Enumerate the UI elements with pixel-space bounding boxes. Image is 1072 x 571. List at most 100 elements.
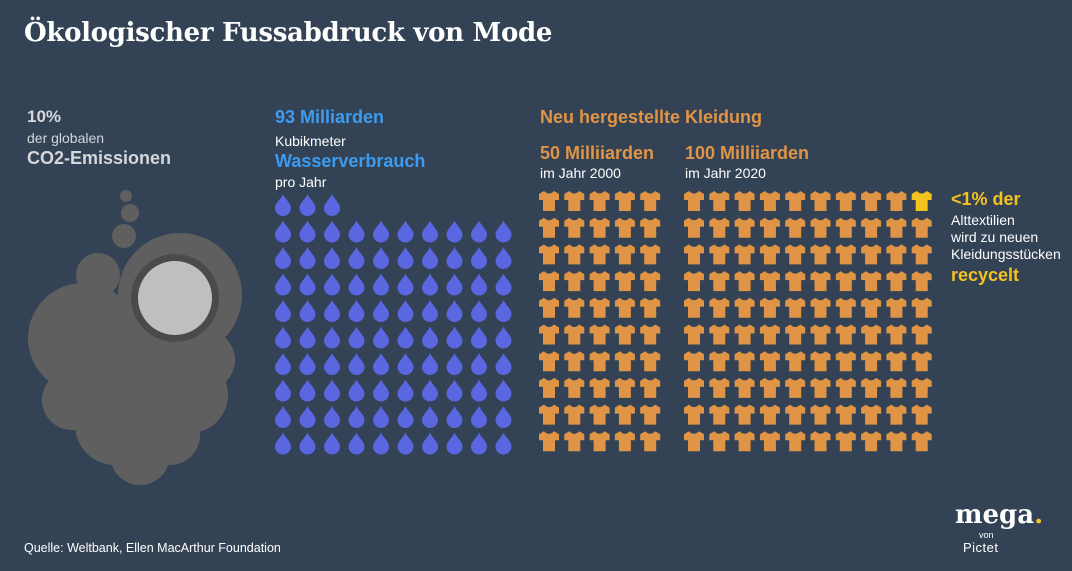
water-drop-icon xyxy=(348,326,365,349)
logo-brand: Pictet xyxy=(963,540,999,555)
water-drop-icon xyxy=(275,300,291,322)
water-drop-icon xyxy=(422,300,438,322)
t-shirt-icon xyxy=(564,351,585,372)
water-drop-icon xyxy=(324,300,340,322)
water-drop-icon xyxy=(373,406,389,428)
water-drop-icon xyxy=(397,300,414,322)
t-shirt-icon xyxy=(564,271,585,292)
t-shirt-icon xyxy=(614,191,635,211)
t-shirt-icon xyxy=(759,324,780,345)
t-shirt-icon xyxy=(684,431,704,452)
water-drop-icon xyxy=(299,220,316,243)
water-drop-icon xyxy=(495,247,512,269)
t-shirt-icon xyxy=(684,191,704,211)
water-drop-icon xyxy=(373,326,389,349)
water-drop-icon xyxy=(324,353,340,375)
t-shirt-icon xyxy=(911,431,932,452)
t-shirt-icon xyxy=(810,297,831,318)
clothing-2000-label: im Jahr 2000 xyxy=(540,165,621,181)
t-shirt-icon xyxy=(539,297,559,318)
t-shirt-icon xyxy=(734,351,755,372)
water-drop-icon xyxy=(446,406,463,428)
water-drop-icon xyxy=(348,353,365,375)
water-label: Wasserverbrauch xyxy=(275,151,426,171)
t-shirt-icon xyxy=(886,404,907,425)
water-drop-icon xyxy=(348,300,365,322)
t-shirt-icon xyxy=(810,377,831,398)
t-shirt-icon xyxy=(759,217,780,238)
water-drop-icon xyxy=(299,326,316,349)
water-drop-icon xyxy=(397,432,414,455)
t-shirt-icon xyxy=(886,431,907,452)
t-shirt-icon xyxy=(759,351,780,372)
t-shirt-icon xyxy=(759,431,780,452)
t-shirt-icon xyxy=(734,217,755,238)
water-drop-icon xyxy=(471,220,487,243)
water-drop-icon xyxy=(348,406,365,428)
t-shirt-icon xyxy=(835,431,856,452)
water-drop-icon xyxy=(275,194,291,216)
t-shirt-icon xyxy=(810,244,831,265)
t-shirt-icon xyxy=(734,377,755,398)
t-shirt-icon xyxy=(785,324,806,345)
t-shirt-icon xyxy=(684,244,704,265)
t-shirt-icon xyxy=(734,324,755,345)
t-shirt-icon xyxy=(539,377,559,398)
water-drop-icon xyxy=(373,220,389,243)
logo-dot: . xyxy=(1034,500,1044,530)
t-shirt-icon xyxy=(614,271,635,292)
t-shirt-icon xyxy=(589,431,610,452)
water-drop-icon xyxy=(471,406,487,428)
water-drop-icon xyxy=(471,353,487,375)
recycling-word: recycelt xyxy=(951,265,1020,285)
water-drop-icon xyxy=(422,353,438,375)
water-drop-icon xyxy=(275,220,291,243)
water-drop-icon xyxy=(275,273,291,296)
t-shirt-icon xyxy=(564,191,585,211)
t-shirt-icon xyxy=(861,217,882,238)
t-shirt-icon xyxy=(709,324,730,345)
t-shirt-icon xyxy=(589,324,610,345)
t-shirt-icon xyxy=(539,431,559,452)
t-shirt-icon xyxy=(589,217,610,238)
co2-subtitle: der globalen xyxy=(27,130,105,146)
t-shirt-icon xyxy=(835,271,856,292)
water-drop-icon xyxy=(299,353,316,375)
water-drop-icon xyxy=(446,432,463,455)
t-shirt-icon xyxy=(614,377,635,398)
t-shirt-icon xyxy=(810,431,831,452)
t-shirt-icon xyxy=(709,191,730,211)
water-drop-icon xyxy=(397,326,414,349)
water-drop-icon xyxy=(299,247,316,269)
recycling-line-3: Kleidungsstücken xyxy=(951,246,1061,262)
t-shirt-icon xyxy=(785,217,806,238)
water-drop-icon xyxy=(471,300,487,322)
t-shirt-icon xyxy=(861,351,882,372)
t-shirt-icon xyxy=(589,404,610,425)
t-shirt-icon xyxy=(911,244,932,265)
t-shirt-icon xyxy=(640,377,661,398)
t-shirt-icon xyxy=(911,191,932,211)
t-shirt-icon xyxy=(759,244,780,265)
t-shirt-icon xyxy=(684,404,704,425)
t-shirt-icon xyxy=(759,271,780,292)
t-shirt-icon xyxy=(810,217,831,238)
water-drop-icon xyxy=(348,273,365,296)
t-shirt-icon xyxy=(709,217,730,238)
water-drop-icon xyxy=(422,326,438,349)
t-shirt-icon xyxy=(684,217,704,238)
t-shirt-icon xyxy=(640,297,661,318)
t-shirt-icon xyxy=(911,217,932,238)
t-shirt-icon xyxy=(835,191,856,211)
t-shirt-icon xyxy=(861,324,882,345)
water-drop-icon xyxy=(422,273,438,296)
t-shirt-icon xyxy=(835,217,856,238)
clothing-title: Neu hergestellte Kleidung xyxy=(540,107,763,127)
t-shirt-icon xyxy=(684,271,704,292)
t-shirt-icon xyxy=(640,217,661,238)
t-shirt-icon xyxy=(759,404,780,425)
water-drop-icon xyxy=(495,273,512,296)
shirts-2020-grid xyxy=(684,191,932,452)
t-shirt-icon xyxy=(640,324,661,345)
water-drop-icon xyxy=(299,379,316,402)
